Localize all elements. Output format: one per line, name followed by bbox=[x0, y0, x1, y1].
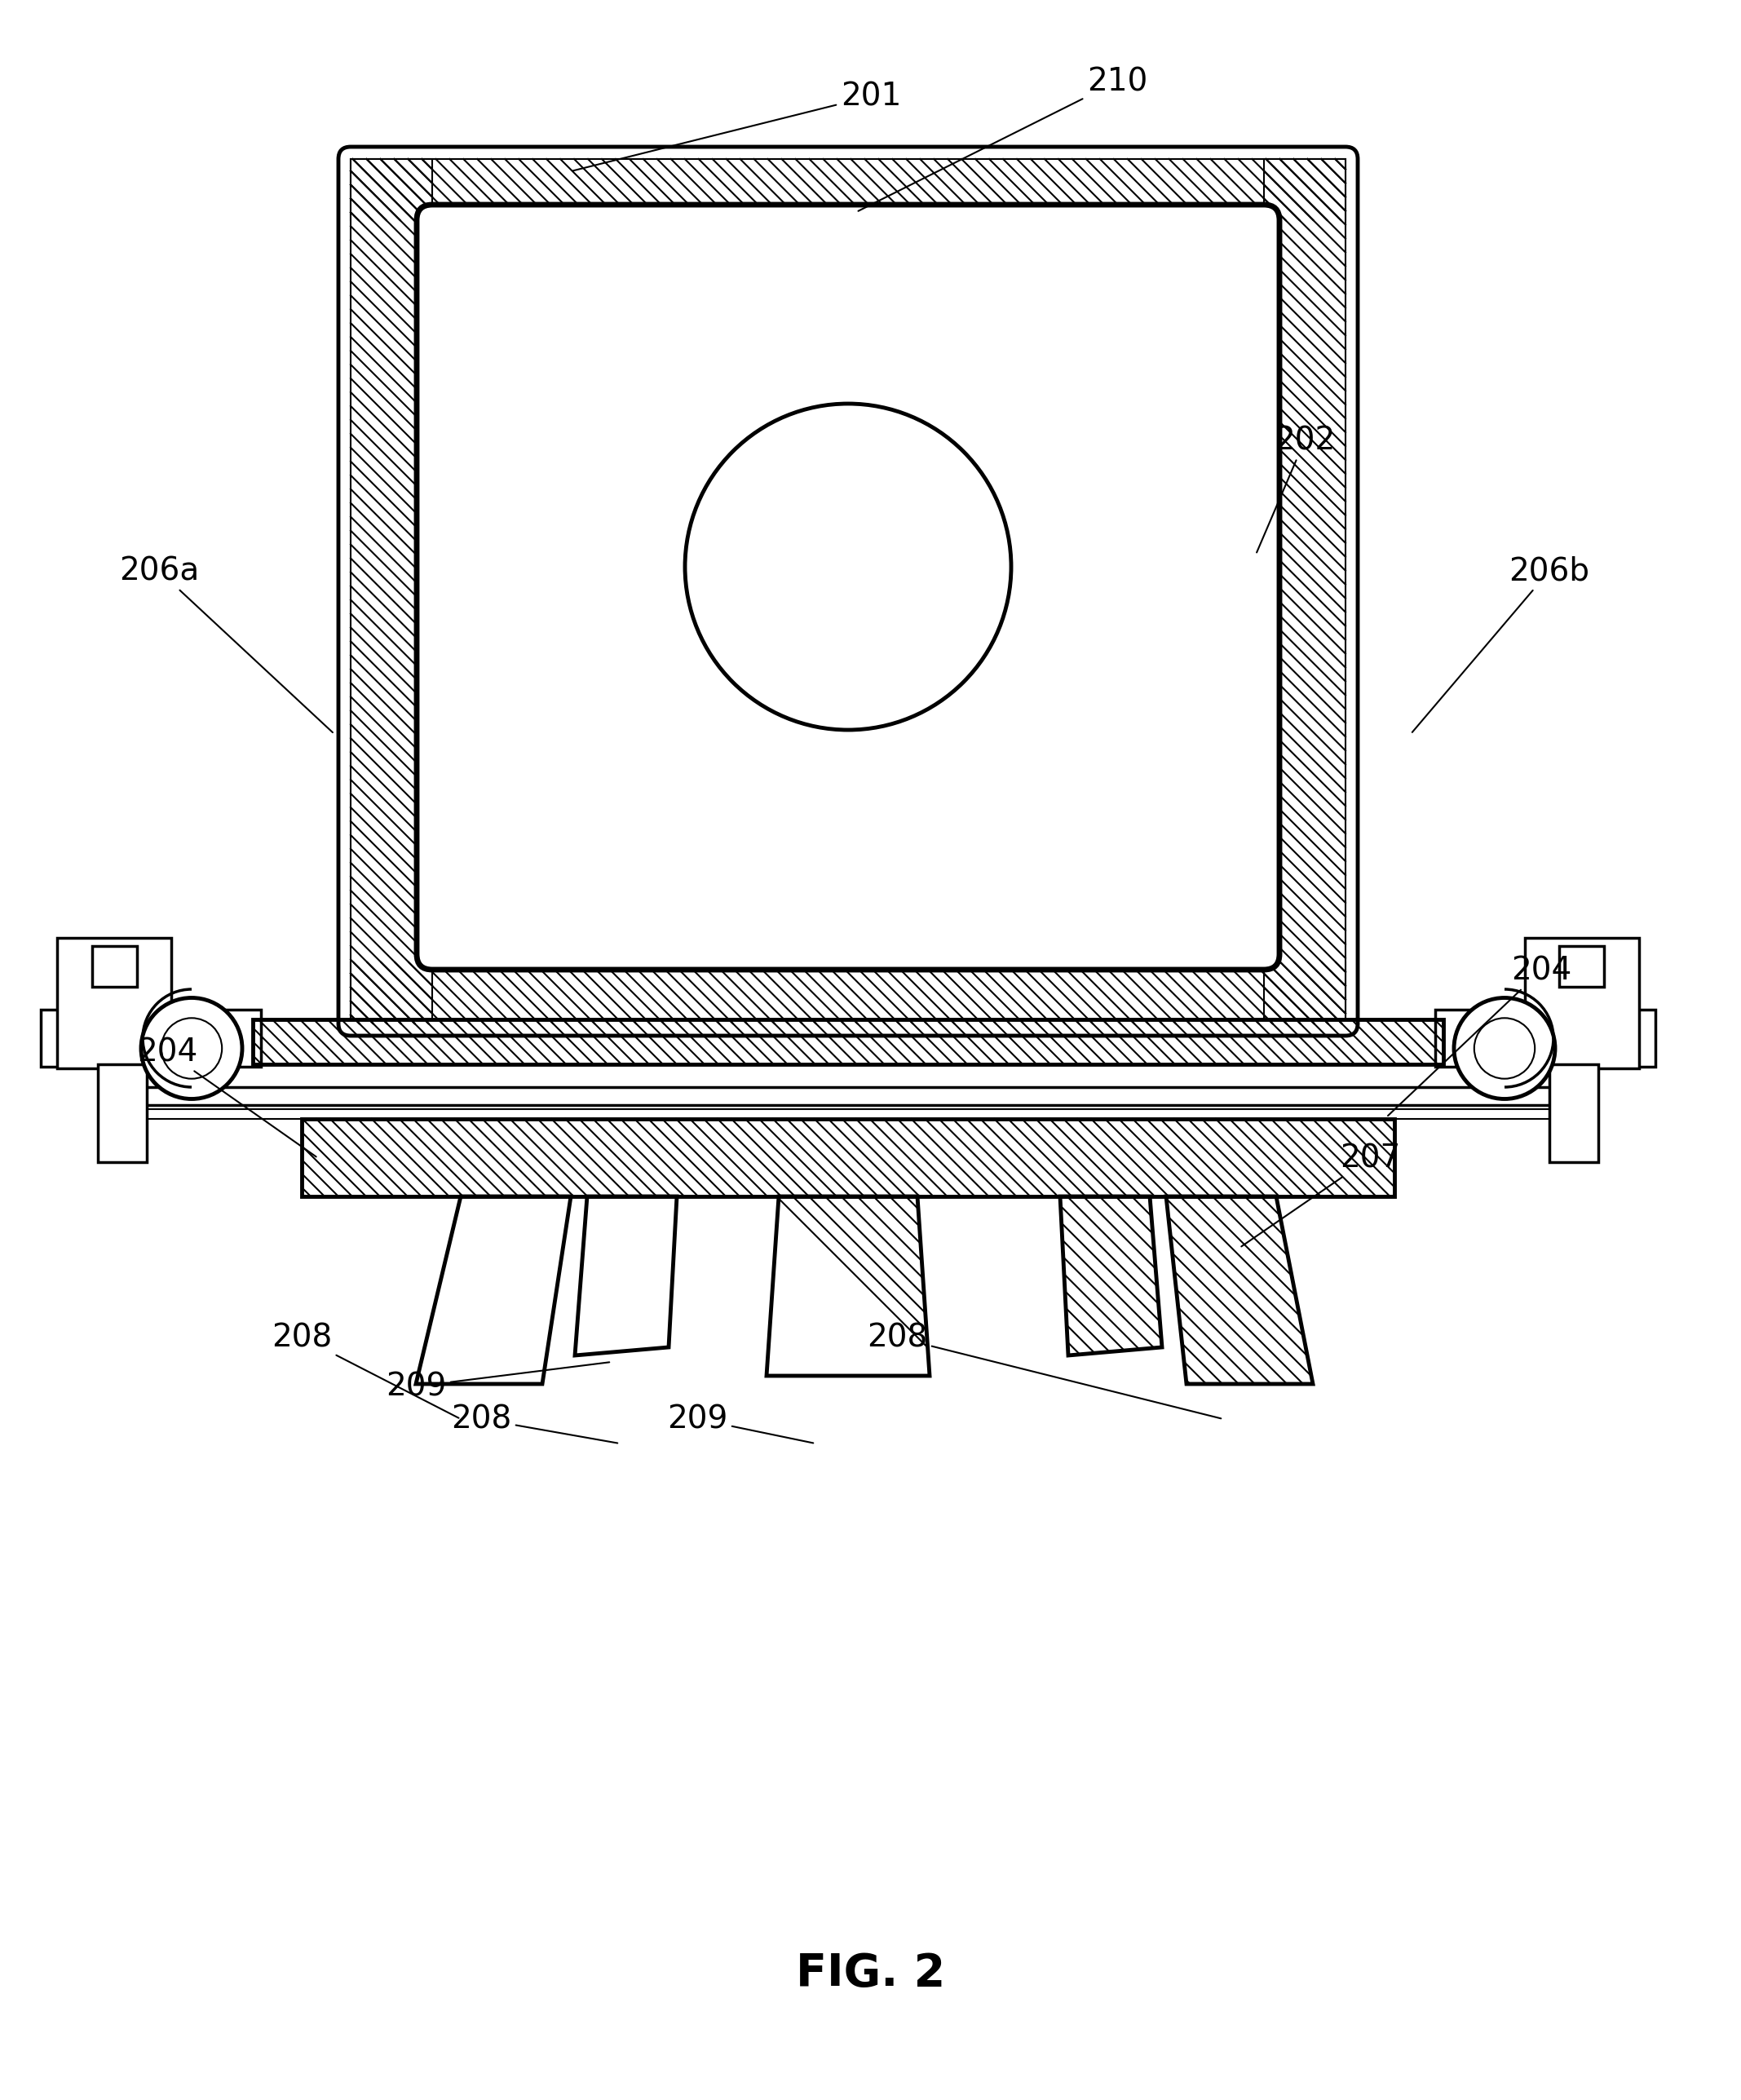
Polygon shape bbox=[416, 1197, 571, 1384]
Bar bbox=[301, 1119, 1395, 1197]
Text: 209: 209 bbox=[385, 1363, 609, 1403]
Circle shape bbox=[141, 998, 242, 1098]
Polygon shape bbox=[575, 1197, 677, 1354]
Text: 206a: 206a bbox=[118, 554, 333, 733]
Text: 204: 204 bbox=[138, 1037, 317, 1157]
Text: 209: 209 bbox=[667, 1403, 813, 1443]
Bar bbox=[57, 939, 171, 1069]
FancyBboxPatch shape bbox=[416, 204, 1280, 970]
Text: FIG. 2: FIG. 2 bbox=[796, 1951, 945, 1995]
Circle shape bbox=[162, 1018, 221, 1079]
Bar bbox=[350, 962, 1346, 1023]
Text: 208: 208 bbox=[272, 1323, 458, 1418]
Polygon shape bbox=[1166, 1197, 1313, 1384]
Polygon shape bbox=[1060, 1197, 1161, 1354]
Circle shape bbox=[1475, 1018, 1536, 1079]
Text: 208: 208 bbox=[451, 1403, 618, 1443]
Bar bbox=[1435, 1010, 1656, 1067]
Bar bbox=[1264, 160, 1346, 1023]
Bar bbox=[350, 160, 432, 1023]
Bar bbox=[92, 945, 136, 987]
Text: 208: 208 bbox=[867, 1323, 1220, 1418]
Text: 207: 207 bbox=[1241, 1142, 1400, 1247]
Bar bbox=[301, 1119, 1395, 1197]
Circle shape bbox=[1454, 998, 1555, 1098]
Bar bbox=[97, 1065, 146, 1161]
Text: 202: 202 bbox=[1257, 424, 1335, 552]
Bar bbox=[350, 160, 1346, 220]
Bar bbox=[350, 962, 1346, 1023]
Bar bbox=[252, 1018, 1443, 1065]
Bar bbox=[103, 1088, 1595, 1105]
Text: 204: 204 bbox=[1388, 956, 1572, 1115]
Bar bbox=[301, 1119, 1395, 1197]
Bar bbox=[1525, 939, 1638, 1069]
Bar bbox=[350, 160, 1346, 220]
Text: 206b: 206b bbox=[1412, 554, 1590, 733]
Text: 201: 201 bbox=[573, 80, 902, 170]
Bar bbox=[1560, 945, 1605, 987]
Bar bbox=[252, 1018, 1443, 1065]
Bar bbox=[1549, 1065, 1598, 1161]
Bar bbox=[350, 160, 432, 1023]
Bar bbox=[1264, 160, 1346, 1023]
Circle shape bbox=[684, 403, 1012, 731]
Bar bbox=[40, 1010, 261, 1067]
Bar bbox=[252, 1018, 1443, 1065]
Bar bbox=[103, 1109, 1595, 1119]
Polygon shape bbox=[766, 1197, 930, 1376]
Text: 210: 210 bbox=[858, 65, 1147, 210]
